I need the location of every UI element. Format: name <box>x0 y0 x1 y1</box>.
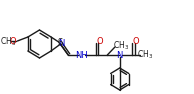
Text: O: O <box>133 36 139 45</box>
Text: N: N <box>58 39 64 48</box>
Text: O: O <box>96 36 103 45</box>
Text: O: O <box>10 37 16 46</box>
Text: $\mathregular{CH_3}$: $\mathregular{CH_3}$ <box>113 40 129 52</box>
Text: $\mathregular{CH_3}$: $\mathregular{CH_3}$ <box>137 49 154 61</box>
Text: S: S <box>57 39 63 47</box>
Text: NH: NH <box>75 50 88 60</box>
Text: $\mathregular{CH_3}$: $\mathregular{CH_3}$ <box>0 35 16 48</box>
Text: N: N <box>117 50 123 60</box>
